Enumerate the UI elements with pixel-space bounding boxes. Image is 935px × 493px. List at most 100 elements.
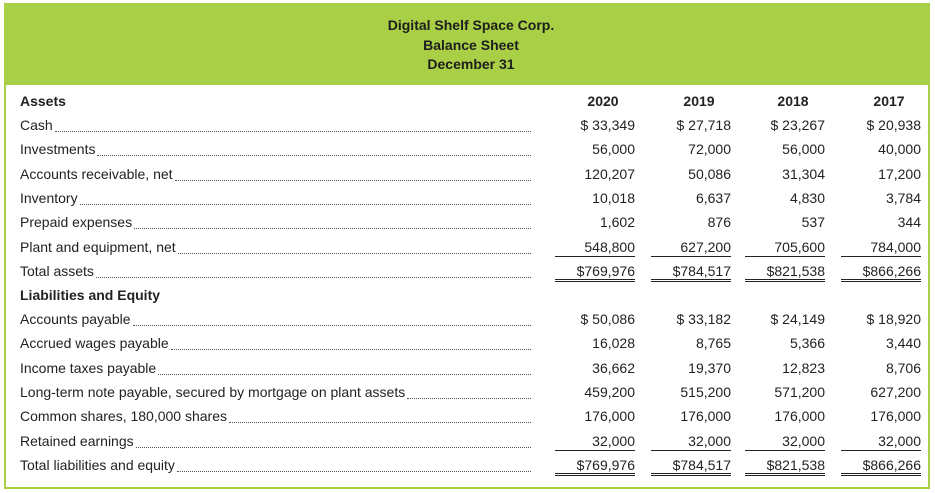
row-label: Prepaid expenses — [20, 214, 133, 231]
value-cell: 36,662 — [592, 359, 635, 376]
table-row: Accrued wages payable 16,028 8,765 5,366 3,4… — [6, 332, 928, 356]
row-label: Inventory — [20, 189, 78, 206]
value-cell: 1,602 — [599, 214, 635, 231]
row-label: Accrued wages payable — [20, 335, 169, 352]
value-cell: 10,018 — [592, 189, 635, 206]
dot-leader — [97, 155, 531, 157]
company-name: Digital Shelf Space Corp. — [387, 17, 555, 33]
value-cell: $784,517 — [651, 263, 731, 282]
value-cell: 3,784 — [885, 189, 921, 206]
row-label: Long-term note payable, secured by mortg… — [20, 383, 406, 400]
value-cell: $821,538 — [745, 263, 825, 282]
value-cell: $ 18,920 — [866, 311, 922, 327]
value-cell: $ 27,718 — [676, 117, 732, 133]
value-cell: 537 — [801, 214, 825, 231]
value-cell: 120,207 — [584, 165, 635, 182]
year-2020-header: 2020 — [587, 93, 619, 109]
value-cell: 459,200 — [584, 383, 635, 400]
value-cell: $769,976 — [555, 263, 635, 282]
year-2019-header: 2019 — [683, 93, 715, 109]
table-row: Accounts payable $ 50,086 $ 33,182 $ 24,149… — [6, 308, 928, 332]
dot-leader — [136, 446, 531, 448]
table-row: Long-term note payable, secured by mortg… — [6, 381, 928, 405]
dot-leader — [407, 397, 531, 399]
table-row: Investments 56,000 72,000 56,000 40,000 — [6, 138, 928, 162]
row-label: Accounts receivable, net — [20, 165, 173, 182]
dot-leader — [80, 203, 531, 205]
value-cell: 176,000 — [774, 408, 825, 425]
dot-leader — [171, 349, 531, 351]
liabilities-header-row: Liabilities and Equity — [6, 284, 928, 308]
value-cell: 50,086 — [688, 165, 731, 182]
value-cell: 548,800 — [555, 239, 635, 257]
value-cell: $ 33,182 — [676, 311, 732, 327]
value-cell: 4,830 — [789, 189, 825, 206]
year-2017-header: 2017 — [873, 93, 905, 109]
value-cell: $821,538 — [745, 457, 825, 476]
value-cell: 176,000 — [870, 408, 921, 425]
table-row: Accounts receivable, net 120,207 50,086 31,… — [6, 163, 928, 187]
value-cell: 876 — [707, 214, 731, 231]
value-cell: 56,000 — [592, 141, 635, 158]
value-cell: $866,266 — [841, 263, 921, 282]
table-row: Cash $ 33,349 $ 27,718 $ 23,267 $ 20,938 — [6, 114, 928, 138]
row-label: Total assets — [20, 262, 94, 279]
value-cell: $769,976 — [555, 457, 635, 476]
value-cell: 8,706 — [885, 359, 921, 376]
value-cell: 32,000 — [555, 433, 635, 451]
value-cell: 72,000 — [688, 141, 731, 158]
value-cell: 32,000 — [651, 433, 731, 451]
value-cell: $ 20,938 — [866, 117, 922, 133]
value-cell: 56,000 — [782, 141, 825, 158]
row-label: Investments — [20, 141, 96, 158]
value-cell: 515,200 — [680, 383, 731, 400]
table-row: Inventory 10,018 6,637 4,830 3,784 — [6, 187, 928, 211]
row-label: Cash — [20, 117, 53, 133]
year-2018-header: 2018 — [777, 93, 809, 109]
table-row: Total assets $769,976 $784,517 $821,538 $866… — [6, 260, 928, 284]
value-cell: $ 24,149 — [770, 311, 826, 327]
table-row: Total liabilities and equity $769,976 $784… — [6, 454, 928, 478]
value-cell: 8,765 — [695, 335, 731, 352]
dot-leader — [133, 325, 531, 326]
table-row: Retained earnings 32,000 32,000 32,000 32,00… — [6, 430, 928, 454]
value-cell: 31,304 — [782, 165, 825, 182]
value-cell: 12,823 — [782, 359, 825, 376]
sheet-header: Digital Shelf Space Corp. Balance Sheet … — [6, 5, 928, 85]
value-cell: 32,000 — [745, 433, 825, 451]
value-cell: 627,200 — [870, 383, 921, 400]
row-label: Retained earnings — [20, 432, 134, 449]
value-cell: $ 23,267 — [770, 117, 826, 133]
value-cell: 571,200 — [774, 383, 825, 400]
assets-header-row: Assets 2020 2019 2018 2017 — [6, 90, 928, 114]
value-cell: $ 50,086 — [580, 311, 636, 327]
value-cell: 16,028 — [592, 335, 635, 352]
value-cell: 784,000 — [841, 239, 921, 257]
row-label: Income taxes payable — [20, 359, 157, 376]
value-cell: 176,000 — [680, 408, 731, 425]
dot-leader — [175, 179, 531, 181]
liabilities-section-title: Liabilities and Equity — [20, 287, 161, 303]
value-cell: 17,200 — [878, 165, 921, 182]
row-label: Common shares, 180,000 shares — [20, 408, 227, 425]
balance-sheet: Digital Shelf Space Corp. Balance Sheet … — [4, 3, 930, 489]
value-cell: 5,366 — [789, 335, 825, 352]
dot-leader — [178, 252, 531, 254]
value-cell: 344 — [897, 214, 921, 231]
statement-title: Balance Sheet — [423, 37, 519, 53]
value-cell: 3,440 — [885, 335, 921, 352]
statement-date: December 31 — [427, 56, 515, 72]
value-cell: 40,000 — [878, 141, 921, 158]
dot-leader — [177, 470, 531, 472]
table-row: Common shares, 180,000 shares 176,000 176,… — [6, 405, 928, 429]
dot-leader — [55, 131, 531, 132]
value-cell: 705,600 — [745, 239, 825, 257]
value-cell: $784,517 — [651, 457, 731, 476]
table-row: Plant and equipment, net 548,800 627,200 70… — [6, 236, 928, 260]
dot-leader — [134, 228, 531, 230]
value-cell: $ 33,349 — [580, 117, 636, 133]
value-cell: 19,370 — [688, 359, 731, 376]
value-cell: $866,266 — [841, 457, 921, 476]
value-cell: 32,000 — [841, 433, 921, 451]
dot-leader — [96, 276, 531, 278]
